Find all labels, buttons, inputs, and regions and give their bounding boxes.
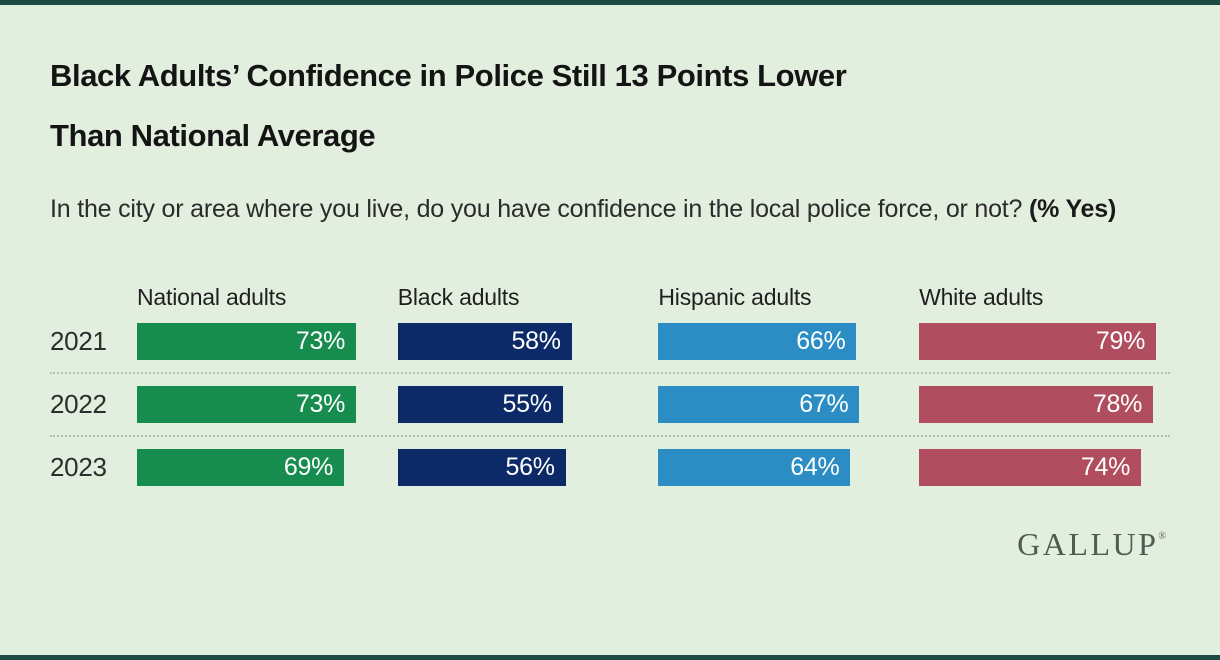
bar-cell: 73%	[137, 323, 398, 360]
bar-chart: National adults Black adults Hispanic adul…	[50, 282, 1170, 486]
year-label: 2023	[50, 452, 107, 482]
survey-question-text: In the city or area where you live, do y…	[50, 195, 1023, 223]
bar-cell: 55%	[397, 386, 659, 423]
bar-white-adults-2023: 74%	[919, 449, 1142, 486]
gallup-logo: GALLUP®	[1017, 522, 1166, 562]
registered-mark: ®	[1158, 531, 1166, 542]
bar-value-label: 56%	[505, 453, 555, 481]
bar-value-label: 67%	[799, 390, 849, 418]
chart-rows: 2021 73% 58% 66% 79% 2022 73% 55% 67% 78% 2023 69% 5…	[50, 323, 1170, 486]
bar-value-label: 73%	[295, 327, 345, 355]
bar-black-adults-2021: 58%	[397, 323, 572, 360]
bar-cell: 69%	[137, 449, 398, 486]
bar-white-adults-2022: 78%	[919, 386, 1154, 423]
row-separator	[50, 435, 1170, 437]
series-label: Hispanic adults	[658, 284, 812, 310]
chart-subtitle: In the city or area where you live, do y…	[50, 182, 1150, 236]
bar-cell: 56%	[397, 449, 659, 486]
chart-row-2021: 2021 73% 58% 66% 79%	[50, 323, 1170, 360]
bar-value-label: 66%	[796, 327, 846, 355]
chart-row-2023: 2023 69% 56% 64% 74%	[50, 449, 1170, 486]
bar-cell: 66%	[658, 323, 919, 360]
bar-national-adults-2022: 73%	[137, 386, 356, 423]
year-label: 2021	[50, 326, 107, 356]
bar-cell: 58%	[397, 323, 659, 360]
bar-hispanic-adults-2021: 66%	[658, 323, 857, 360]
bar-white-adults-2021: 79%	[919, 323, 1157, 360]
bottom-border-bar	[0, 655, 1220, 660]
bar-cell: 78%	[919, 386, 1180, 423]
chart-title-line-2: Than National Average	[50, 118, 376, 153]
bar-cell: 64%	[658, 449, 919, 486]
gallup-wordmark: GALLUP	[1017, 526, 1159, 562]
bar-black-adults-2022: 55%	[397, 386, 563, 423]
footer: GALLUP®	[50, 522, 1170, 562]
top-border-bar	[0, 0, 1220, 5]
bar-hispanic-adults-2022: 67%	[658, 386, 860, 423]
percent-yes-label: (% Yes)	[1029, 195, 1117, 223]
series-label: Black adults	[397, 284, 520, 310]
series-header-row: National adults Black adults Hispanic adul…	[50, 282, 1170, 312]
year-label: 2022	[50, 389, 107, 419]
bar-cell: 73%	[137, 386, 398, 423]
bar-hispanic-adults-2023: 64%	[658, 449, 851, 486]
bar-national-adults-2021: 73%	[137, 323, 356, 360]
bar-cell: 74%	[919, 449, 1180, 486]
chart-title-line-1: Black Adults’ Confidence in Police Still…	[50, 58, 847, 93]
bar-value-label: 55%	[502, 390, 552, 418]
bar-value-label: 69%	[283, 453, 333, 481]
row-separator	[50, 372, 1170, 374]
bar-value-label: 79%	[1095, 327, 1146, 355]
bar-value-label: 64%	[790, 453, 840, 481]
bar-cell: 67%	[658, 386, 919, 423]
bar-value-label: 78%	[1092, 390, 1143, 418]
bar-value-label: 73%	[295, 390, 345, 418]
bar-cell: 79%	[919, 323, 1180, 360]
series-label: White adults	[919, 284, 1044, 310]
chart-card: Black Adults’ Confidence in Police Still…	[50, 46, 1170, 562]
chart-row-2022: 2022 73% 55% 67% 78%	[50, 386, 1170, 423]
bar-value-label: 58%	[511, 327, 561, 355]
chart-title: Black Adults’ Confidence in Police Still…	[50, 46, 1170, 166]
series-label: National adults	[137, 284, 287, 310]
bar-value-label: 74%	[1080, 453, 1131, 481]
bar-black-adults-2023: 56%	[397, 449, 566, 486]
bar-national-adults-2023: 69%	[137, 449, 344, 486]
